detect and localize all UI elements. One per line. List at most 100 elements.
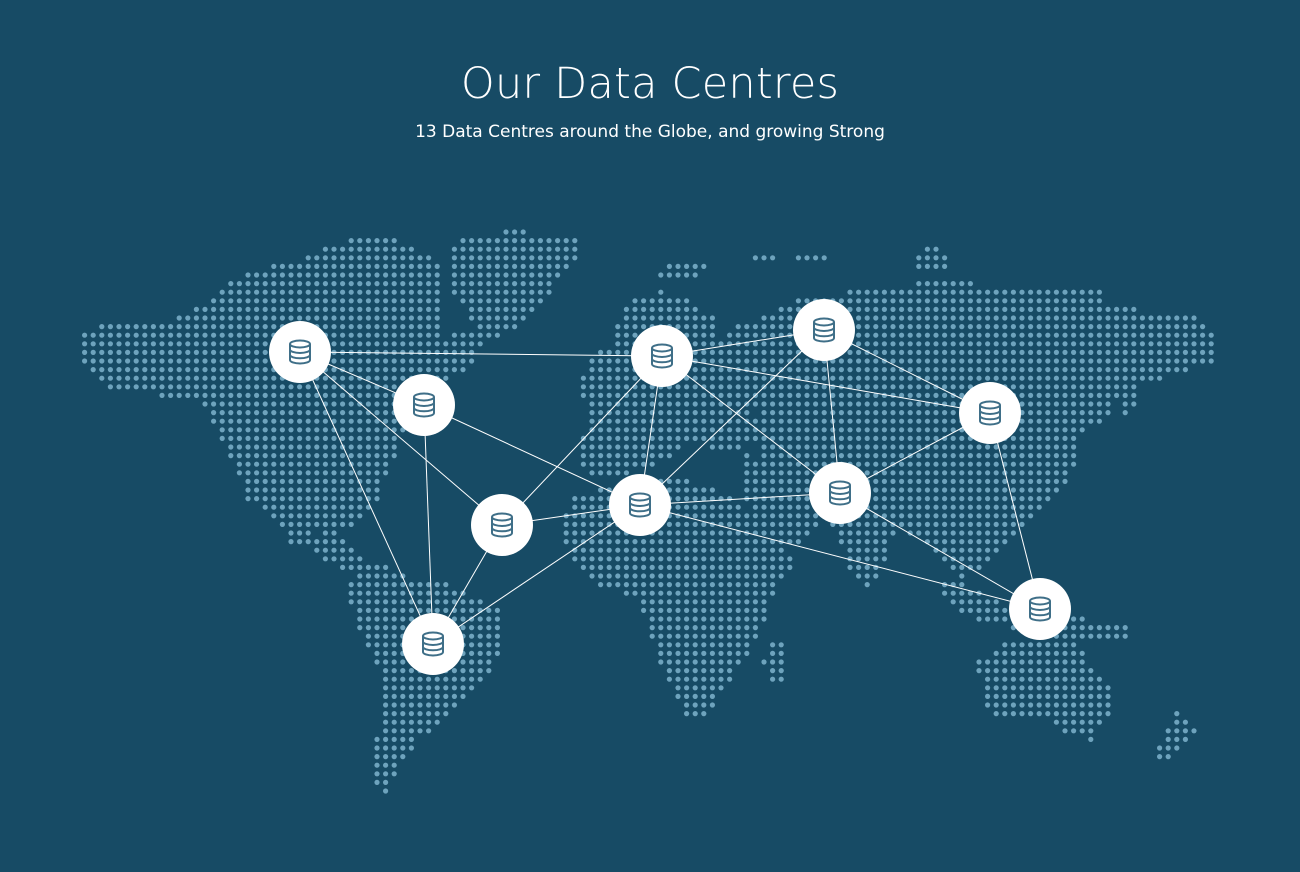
map-dot [400,745,406,751]
map-dot [417,582,423,588]
map-dot [1079,298,1085,304]
map-dot [881,487,888,493]
map-dot [262,427,268,433]
map-dot [322,496,328,502]
map-dot [744,642,750,648]
map-dot [1122,306,1128,312]
map-dot [563,255,569,261]
map-dot [1036,496,1042,502]
map-dot [271,461,277,467]
map-dot [1182,315,1188,321]
map-dot [778,547,784,553]
map-dot [735,599,741,605]
map-dot [271,504,277,510]
map-dot [684,521,690,528]
map-dot [254,272,260,278]
map-dot [761,324,767,330]
map-dot [795,521,802,528]
map-dot [658,573,664,579]
map-dot [357,461,363,467]
map-dot [331,289,337,295]
map-dot [486,255,492,261]
map-dot [916,255,922,261]
map-dot [666,444,673,450]
map-dot [675,298,681,304]
map-dot [976,556,982,562]
map-dot [907,521,913,528]
map-dot [744,582,750,588]
map-dot [331,392,337,398]
database-icon [1029,596,1051,622]
map-dot [606,444,612,450]
map-dot [477,650,483,657]
map-dot [305,444,311,450]
map-dot [374,255,380,261]
map-dot [649,315,655,321]
map-dot [262,332,268,338]
map-dot [1131,332,1137,338]
map-dot [322,453,328,459]
map-dot [90,341,96,347]
map-dot [718,573,724,579]
map-dot [658,410,664,416]
network-link [639,492,841,506]
map-dot [838,435,845,441]
map-dot [357,246,363,252]
map-dot [761,392,767,398]
map-dot [967,556,974,562]
map-dot [1062,693,1068,700]
map-dot [701,521,707,528]
map-dot [598,496,604,502]
map-dot [907,315,913,321]
map-dot [494,263,500,269]
map-dot [228,418,234,424]
map-dot [365,255,371,261]
map-dot [985,676,991,682]
map-dot [993,306,999,312]
map-dot [580,375,587,381]
map-dot [709,332,716,338]
map-dot [838,298,845,304]
map-dot [1105,375,1111,381]
network-link [299,351,503,526]
map-dot [383,728,389,734]
map-dot [383,668,389,674]
map-dot [873,504,879,510]
map-dot [589,461,595,467]
map-dot [1002,607,1008,614]
map-dot [365,582,371,588]
map-dot [520,263,526,269]
map-dot [494,289,500,295]
map-dot [391,255,397,261]
map-dot [322,306,328,312]
map-dot [1079,401,1085,407]
map-dot [744,607,750,614]
map-dot [744,590,750,596]
map-dot [1088,668,1094,674]
map-dot [899,349,905,355]
map-dot [477,659,483,665]
map-dot [1165,341,1171,347]
map-dot [322,255,328,261]
data-centre-node [793,299,855,361]
map-dot [1114,367,1120,373]
map-dot [1148,332,1154,338]
map-dot [520,238,526,244]
map-dot [735,650,741,657]
map-dot [658,530,664,536]
map-dot [623,358,630,364]
map-dot [873,496,879,502]
map-dot [598,453,604,459]
map-dot [606,461,612,467]
map-dot [770,341,776,347]
map-dot [709,401,716,407]
map-dot [417,367,423,373]
map-dot [443,607,449,614]
map-dot [959,444,965,450]
map-dot [451,676,457,682]
map-dot [950,496,956,502]
map-dot [426,306,432,312]
map-dot [993,444,999,450]
map-dot [924,435,931,441]
map-dot [348,599,354,605]
